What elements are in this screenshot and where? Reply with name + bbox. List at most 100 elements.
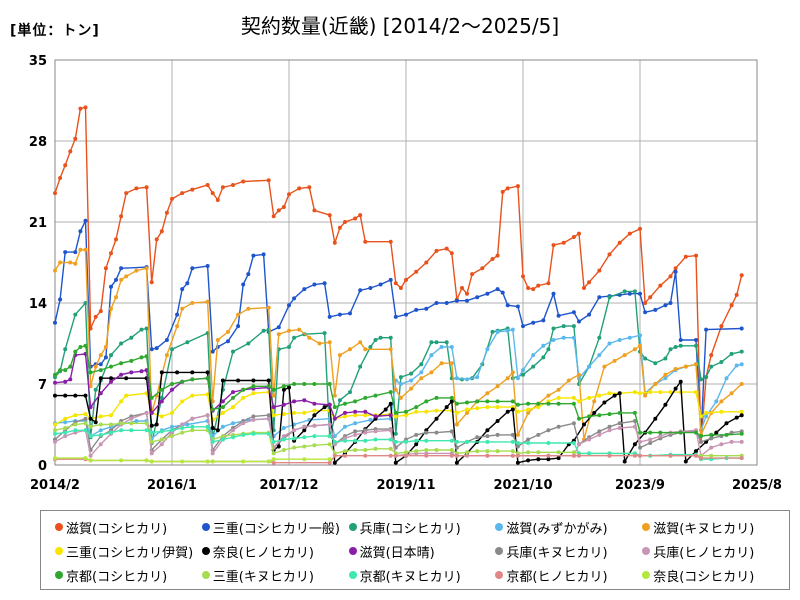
data-point [348, 347, 352, 352]
data-point [353, 409, 358, 414]
legend-marker [495, 571, 504, 579]
data-point [297, 327, 302, 332]
data-point [505, 328, 510, 333]
data-point [648, 430, 653, 435]
data-point [63, 430, 68, 435]
data-point [546, 393, 551, 398]
data-point [485, 347, 490, 352]
data-point [587, 414, 592, 419]
data-point [210, 439, 215, 444]
data-point [348, 311, 352, 316]
data-point [129, 335, 134, 340]
data-point [327, 340, 332, 345]
data-point [465, 439, 469, 444]
data-point [337, 312, 342, 317]
data-point [73, 136, 78, 141]
data-point [434, 430, 439, 435]
data-point [170, 382, 174, 386]
data-point [210, 451, 215, 456]
data-point [297, 186, 302, 191]
data-point [571, 401, 576, 406]
data-point [190, 266, 195, 271]
data-point [409, 386, 414, 391]
data-point [500, 189, 505, 194]
data-point [271, 405, 276, 410]
data-point [648, 390, 653, 395]
data-point [73, 312, 78, 317]
data-point [271, 451, 276, 456]
legend-label: 京都(コシヒカリ) [66, 569, 168, 585]
data-point [215, 428, 220, 433]
data-point [739, 409, 744, 414]
data-point [495, 287, 500, 292]
data-point [78, 229, 83, 234]
data-point [332, 439, 337, 444]
data-point [78, 345, 83, 349]
data-point [424, 399, 429, 404]
data-point [287, 303, 291, 308]
data-point [215, 338, 220, 342]
data-point [98, 362, 103, 367]
data-point [414, 432, 419, 437]
data-point [332, 434, 337, 439]
data-point [454, 439, 459, 444]
data-point [251, 414, 256, 419]
data-point [480, 266, 485, 271]
data-point [495, 399, 500, 404]
data-point [729, 303, 734, 308]
data-point [617, 391, 622, 396]
data-point [607, 252, 612, 257]
data-point [465, 407, 469, 412]
data-point [261, 328, 266, 333]
data-point [638, 291, 642, 296]
data-point [164, 338, 169, 342]
data-point [73, 428, 78, 433]
data-point [419, 376, 424, 381]
data-point [724, 421, 729, 426]
legend-item: 三重(コシヒカリ伊賀) [55, 542, 202, 561]
data-point [454, 298, 459, 303]
data-point [414, 409, 419, 414]
data-point [114, 237, 118, 242]
data-point [144, 428, 149, 433]
data-point [68, 149, 73, 154]
data-point [495, 253, 500, 258]
data-point [353, 438, 358, 443]
data-point [729, 430, 734, 435]
data-point [281, 437, 286, 442]
data-point [236, 324, 241, 329]
legend-item: 三重(キヌヒカリ) [201, 566, 349, 585]
data-point [607, 295, 612, 300]
data-point [185, 340, 190, 345]
data-point [93, 314, 98, 319]
data-point [404, 409, 408, 414]
data-point [571, 335, 576, 340]
data-point [327, 213, 332, 218]
data-point [409, 378, 414, 383]
x-tick-label: 2023/9 [615, 478, 665, 493]
data-point [597, 353, 602, 358]
data-point [119, 428, 124, 433]
data-point [597, 393, 602, 398]
data-point [190, 301, 195, 305]
data-point [577, 319, 581, 324]
data-point [241, 432, 246, 437]
data-point [729, 391, 734, 396]
data-point [556, 424, 561, 429]
data-point [673, 345, 678, 349]
data-point [63, 393, 68, 398]
data-point [144, 185, 149, 190]
data-point [236, 312, 241, 317]
data-point [561, 324, 566, 329]
data-point [465, 410, 469, 415]
data-point [292, 445, 297, 450]
data-point [465, 298, 469, 303]
legend-label: 滋賀(キヌヒカリ) [653, 521, 755, 537]
data-point [170, 428, 174, 433]
data-point [134, 186, 139, 191]
data-point [175, 324, 180, 329]
data-point [602, 364, 607, 369]
data-point [58, 368, 63, 373]
data-point [368, 286, 373, 290]
data-point [694, 343, 698, 348]
